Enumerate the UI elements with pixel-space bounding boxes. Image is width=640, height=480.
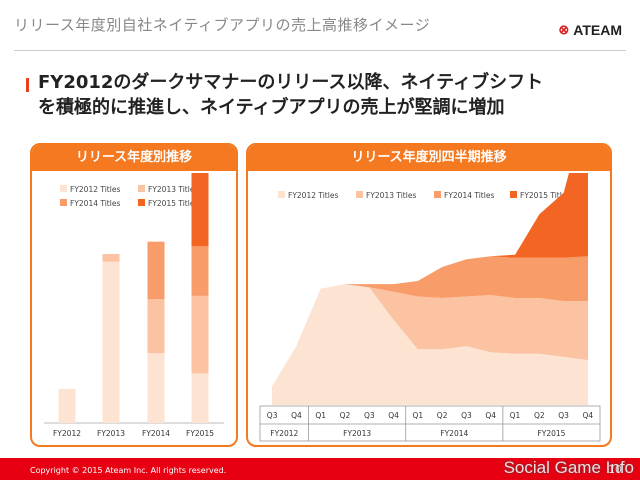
x-tick-label-quarter-10: Q4 [485,411,496,420]
bar-fy2014-series-3 [147,241,165,299]
bar-fy2012-series-1 [58,388,76,423]
x-group-label-fy2012: FY2012 [270,429,298,438]
bar-fy2015-series-3 [191,246,209,296]
quarterly-chart-panel: リリース年度別四半期推移 FY2012 Titles FY2013 Titles F… [246,143,612,447]
x-tick-label-fy2013: FY2013 [97,429,125,438]
legend-label-1: FY2012 Titles [70,185,120,194]
x-tick-label-quarter-3: Q1 [315,411,326,420]
x-group-label-fy2014: FY2014 [440,429,468,438]
area-legend-label-4: FY2015 Titles [520,191,570,200]
x-tick-label-quarter-1: Q3 [267,411,278,420]
headline: FY2012のダークサマナーのリリース以降、ネイティブシフト を積極的に推進し、… [38,70,543,120]
legend-swatch-4 [138,199,145,206]
copyright-text: Copyright © 2015 Ateam Inc. All rights r… [30,466,227,475]
watermark: Social Game Info [503,458,634,477]
area-legend-swatch-3 [434,191,441,198]
legend-label-3: FY2014 Titles [70,199,120,208]
legend-swatch-2 [138,185,145,192]
area-legend-swatch-4 [510,191,517,198]
area-legend-label-1: FY2012 Titles [288,191,338,200]
quarterly-area-chart: FY2012 Titles FY2013 Titles FY2014 Titles F… [259,173,601,442]
area-legend-swatch-1 [278,191,285,198]
logo-mark-icon: ⊗ [558,22,570,37]
area-series-1 [272,284,588,405]
x-tick-label-quarter-13: Q3 [558,411,569,420]
headline-line-1: FY2012のダークサマナーのリリース以降、ネイティブシフト [38,72,544,93]
bar-fy2013-series-1 [102,261,120,423]
logo-text: ATEAM [573,22,622,38]
x-tick-label-fy2012: FY2012 [53,429,81,438]
bar-fy2014-series-1 [147,353,165,423]
area-series-2 [272,284,588,387]
x-tick-label-quarter-6: Q4 [388,411,399,420]
footer-bar [0,458,640,480]
x-tick-label-quarter-7: Q1 [413,411,424,420]
headline-line-2: を積極的に推進し、ネイティブアプリの売上が堅調に増加 [38,97,505,118]
x-tick-label-fy2015: FY2015 [186,429,214,438]
legend-swatch-3 [60,199,67,206]
x-tick-label-fy2014: FY2014 [142,429,170,438]
x-tick-label-quarter-12: Q2 [534,411,545,420]
axis-table-frame [259,405,601,442]
x-tick-label-quarter-9: Q3 [461,411,472,420]
x-group-label-fy2015: FY2015 [537,429,565,438]
legend-label-4: FY2015 Titles [148,199,198,208]
bar-fy2015-series-2 [191,295,209,374]
x-tick-label-quarter-5: Q3 [364,411,375,420]
area-series-3 [272,256,588,387]
x-tick-label-quarter-8: Q2 [437,411,448,420]
area-legend-swatch-2 [356,191,363,198]
bar-fy2013-series-2 [102,254,120,262]
x-tick-label-quarter-14: Q4 [583,411,594,420]
bar-fy2015-series-1 [191,373,209,423]
x-tick-label-quarter-2: Q4 [291,411,302,420]
bar-fy2014-series-2 [147,299,165,354]
x-tick-label-quarter-4: Q2 [340,411,351,420]
yearly-bar-chart: FY2012 Titles FY2013 Titles FY2014 Titles F… [44,173,224,438]
x-tick-label-quarter-11: Q1 [510,411,521,420]
bar-fy2015-series-4 [191,173,209,247]
ateam-logo: ⊗ ATEAM [558,22,622,38]
page-number: 10 [608,463,622,476]
headline-accent-bar [26,78,29,92]
quarterly-chart-title: リリース年度別四半期推移 [248,145,610,171]
yearly-chart-panel: リリース年度別推移 FY2012 Titles FY2013 Titles FY20… [30,143,238,447]
header-divider [14,50,626,51]
yearly-chart-title: リリース年度別推移 [32,145,236,171]
legend-label-2: FY2013 Titles [148,185,198,194]
x-group-label-fy2013: FY2013 [343,429,371,438]
area-legend-label-2: FY2013 Titles [366,191,416,200]
area-legend-label-3: FY2014 Titles [444,191,494,200]
header-title: リリース年度別自社ネイティブアプリの売上高推移イメージ [14,16,431,34]
legend-swatch-1 [60,185,67,192]
